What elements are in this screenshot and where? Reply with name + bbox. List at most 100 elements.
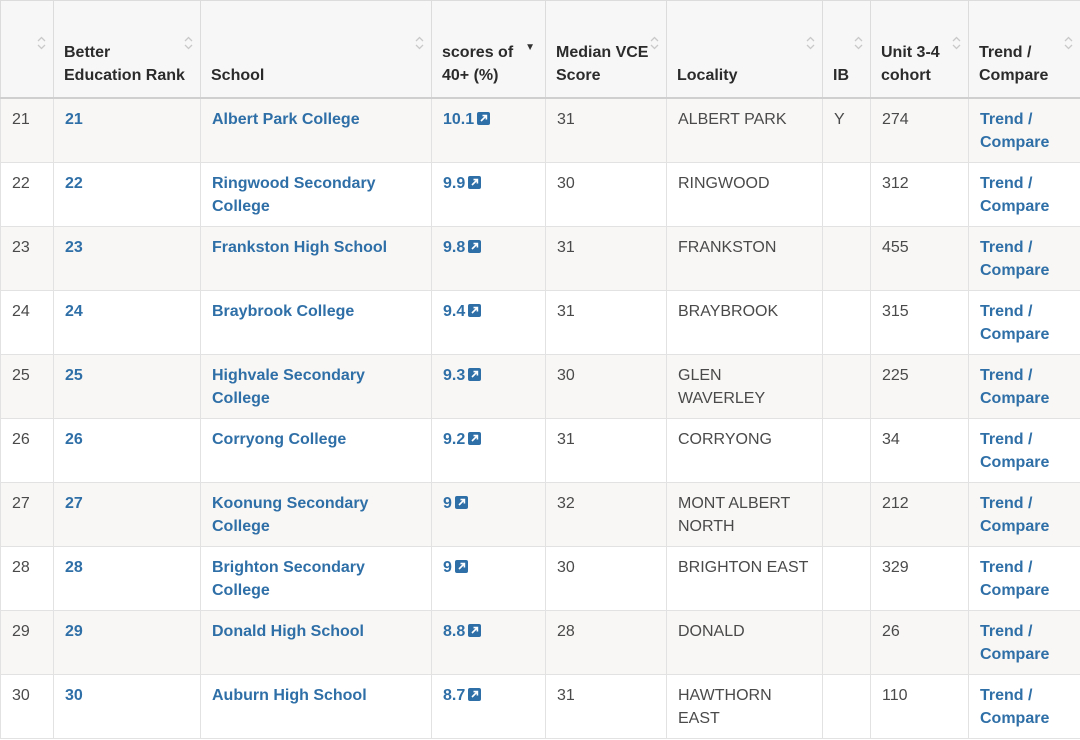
trend-compare-link[interactable]: Trend / Compare <box>980 302 1050 343</box>
column-header-label: IB <box>833 67 849 84</box>
trend-compare-link[interactable]: Trend / Compare <box>980 430 1050 471</box>
school-name-link[interactable]: Ringwood Secondary College <box>212 174 376 215</box>
median-vce-value: 30 <box>557 558 575 576</box>
locality-value: FRANKSTON <box>678 238 777 256</box>
score-40-plus-value[interactable]: 9 <box>443 558 452 576</box>
trend-cell: Trend / Compare <box>968 225 1080 291</box>
external-link-icon[interactable] <box>454 559 468 573</box>
trend-compare-link[interactable]: Trend / Compare <box>980 686 1050 727</box>
external-link-icon[interactable] <box>477 112 491 125</box>
median-vce-value: 30 <box>557 174 575 192</box>
trend-cell: Trend / Compare <box>968 353 1080 419</box>
school-name-link[interactable]: Koonung Secondary College <box>212 494 369 535</box>
external-link-icon[interactable] <box>468 623 482 637</box>
rank-link[interactable]: 22 <box>65 174 83 192</box>
trend-compare-link[interactable]: Trend / Compare <box>980 494 1050 535</box>
external-link-icon[interactable] <box>468 687 482 701</box>
locality-cell: GLEN WAVERLEY <box>666 353 823 419</box>
score-40-plus-value[interactable]: 9.3 <box>443 366 466 384</box>
external-link-icon[interactable] <box>468 303 482 317</box>
external-link-icon[interactable] <box>468 431 482 445</box>
external-link-icon[interactable] <box>468 175 482 189</box>
score-cell: 10.1 <box>431 97 546 163</box>
rank-cell: 30 <box>53 673 201 739</box>
trend-compare-link[interactable]: Trend / Compare <box>980 111 1050 151</box>
score-40-plus-value[interactable]: 8.8 <box>443 622 466 640</box>
trend-compare-link[interactable]: Trend / Compare <box>980 174 1050 215</box>
rank-link[interactable]: 26 <box>65 430 83 448</box>
sort-arrows-icon[interactable] <box>37 36 46 52</box>
trend-compare-link[interactable]: Trend / Compare <box>980 366 1050 407</box>
rank-link[interactable]: 23 <box>65 238 83 256</box>
school-cell: Ringwood Secondary College <box>200 161 432 227</box>
rank-link[interactable]: 25 <box>65 366 83 384</box>
rank-link[interactable]: 29 <box>65 622 83 640</box>
sort-descending-icon[interactable]: ▼ <box>525 42 535 53</box>
col-header-score40[interactable]: scores of 40+ (%) ▼ <box>431 0 546 99</box>
cohort-cell: 110 <box>870 673 969 739</box>
sort-arrows-icon[interactable] <box>650 36 659 52</box>
locality-cell: RINGWOOD <box>666 161 823 227</box>
locality-value: HAWTHORN EAST <box>678 686 772 727</box>
score-40-plus-value[interactable]: 9.8 <box>443 238 466 256</box>
sort-arrows-icon[interactable] <box>415 36 424 52</box>
school-name-link[interactable]: Corryong College <box>212 430 347 448</box>
table-row: 27 27 Koonung Secondary College 9 32 MONT ALB… <box>0 481 1080 547</box>
score-40-plus-value[interactable]: 9.4 <box>443 302 466 320</box>
score-40-plus-value[interactable]: 9.2 <box>443 430 466 448</box>
trend-compare-link[interactable]: Trend / Compare <box>980 558 1050 599</box>
median-vce-value: 31 <box>557 430 575 448</box>
school-name-link[interactable]: Auburn High School <box>212 686 367 704</box>
school-name-link[interactable]: Braybrook College <box>212 302 355 320</box>
score-40-plus-value[interactable]: 10.1 <box>443 111 475 128</box>
external-link-icon[interactable] <box>468 239 482 253</box>
trend-compare-link[interactable]: Trend / Compare <box>980 622 1050 663</box>
trend-compare-link[interactable]: Trend / Compare <box>980 238 1050 279</box>
table-header: Better Education Rank School scores of 40+… <box>0 0 1080 99</box>
school-name-link[interactable]: Donald High School <box>212 622 364 640</box>
school-name-link[interactable]: Highvale Secondary College <box>212 366 365 407</box>
table-row: 29 29 Donald High School 8.8 28 DONALD 26 Trend… <box>0 609 1080 675</box>
col-header-locality[interactable]: Locality <box>666 0 823 99</box>
score-cell: 9.8 <box>431 225 546 291</box>
rank-link[interactable]: 30 <box>65 686 83 704</box>
row-number: 29 <box>0 609 54 675</box>
score-cell: 9.4 <box>431 289 546 355</box>
score-40-plus-value[interactable]: 9.9 <box>443 174 466 192</box>
external-link-icon[interactable] <box>454 495 468 509</box>
median-vce-cell: 30 <box>545 545 667 611</box>
school-name-link[interactable]: Frankston High School <box>212 238 388 256</box>
rank-link[interactable]: 21 <box>65 111 83 128</box>
sort-arrows-icon[interactable] <box>1064 36 1073 52</box>
rank-link[interactable]: 28 <box>65 558 83 576</box>
col-header-school[interactable]: School <box>200 0 432 99</box>
rank-cell: 24 <box>53 289 201 355</box>
rank-cell: 27 <box>53 481 201 547</box>
cohort-value: 274 <box>882 111 909 128</box>
col-header-cohort[interactable]: Unit 3-4 cohort <box>870 0 969 99</box>
sort-arrows-icon[interactable] <box>806 36 815 52</box>
rank-link[interactable]: 24 <box>65 302 83 320</box>
external-link-icon[interactable] <box>468 367 482 381</box>
col-header-rank[interactable]: Better Education Rank <box>53 0 201 99</box>
score-40-plus-value[interactable]: 8.7 <box>443 686 466 704</box>
sort-arrows-icon[interactable] <box>952 36 961 52</box>
rank-link[interactable]: 27 <box>65 494 83 512</box>
col-header-ib[interactable]: IB <box>822 0 871 99</box>
col-header-trend-compare[interactable]: Trend / Compare <box>968 0 1080 99</box>
col-header-row-number[interactable] <box>0 0 54 99</box>
sort-arrows-icon[interactable] <box>184 36 193 52</box>
school-cell: Frankston High School <box>200 225 432 291</box>
sort-arrows-icon[interactable] <box>854 36 863 52</box>
school-name-link[interactable]: Albert Park College <box>212 111 360 128</box>
table-body: 21 21 Albert Park College 10.1 31 ALBERT PARK… <box>0 97 1080 739</box>
locality-cell: HAWTHORN EAST <box>666 673 823 739</box>
row-number-text: 25 <box>12 366 30 384</box>
col-header-median-vce[interactable]: Median VCE Score <box>545 0 667 99</box>
school-name-link[interactable]: Brighton Secondary College <box>212 558 365 599</box>
table-row: 26 26 Corryong College 9.2 31 CORRYONG 34 Trend… <box>0 417 1080 483</box>
score-40-plus-value[interactable]: 9 <box>443 494 452 512</box>
cohort-value: 329 <box>882 558 909 576</box>
table-row: 28 28 Brighton Secondary College 9 30 BRIGHTO… <box>0 545 1080 611</box>
locality-cell: BRAYBROOK <box>666 289 823 355</box>
